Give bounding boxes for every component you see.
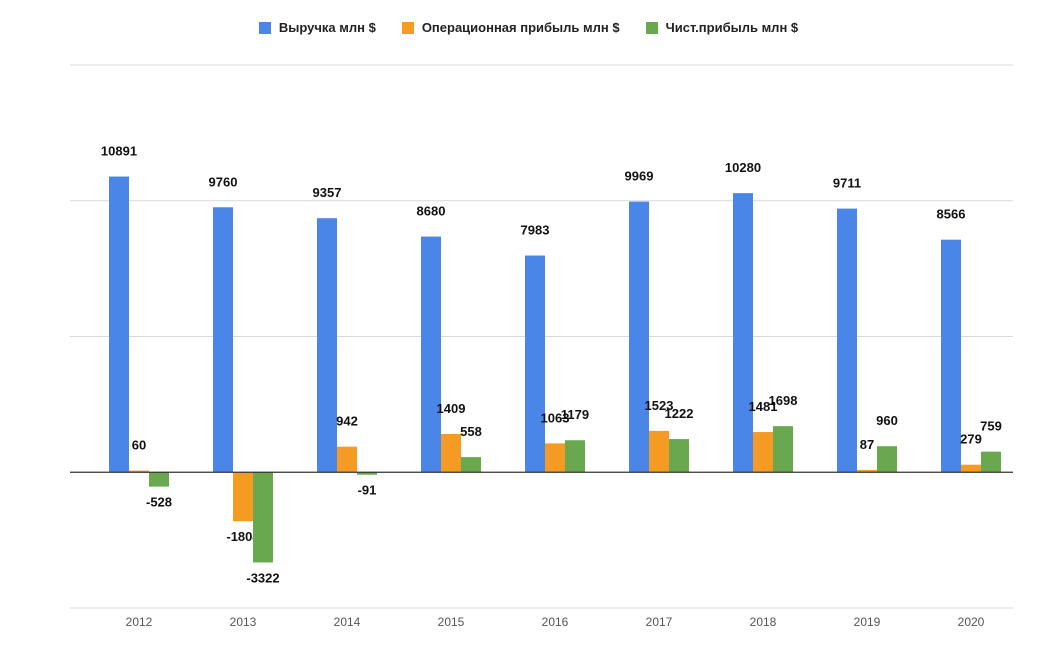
data-label-2017-series-2: 1222 (665, 406, 694, 421)
data-label-2018-series-0: 10280 (725, 160, 761, 175)
bar-2020-series-1 (961, 464, 981, 473)
bar-2016-series-1 (545, 443, 565, 473)
bar-2012-series-1 (129, 470, 149, 473)
data-label-2016-series-1: 1063 (541, 410, 570, 425)
bar-2017-series-0 (629, 201, 649, 473)
bar-2018-series-0 (733, 193, 753, 473)
x-tick-label: 2013 (230, 615, 257, 629)
data-label-2016-series-2: 1179 (561, 407, 589, 422)
data-label-2013-series-1: -1804 (226, 529, 260, 544)
legend-swatch-revenue (258, 21, 271, 34)
data-label-2019-series-0: 9711 (833, 176, 861, 191)
x-tick-label: 2018 (750, 615, 777, 629)
data-label-2012-series-1: 60 (132, 438, 146, 453)
data-label-2020-series-1: 279 (960, 432, 982, 447)
data-label-2019-series-2: 960 (876, 413, 898, 428)
legend-label-operating-profit: Операционная прибыль млн $ (421, 20, 620, 35)
chart-legend: Выручка млн $ Операционная прибыль млн $… (0, 20, 1057, 35)
bar-2020-series-0 (941, 239, 961, 473)
legend-swatch-operating-profit (401, 21, 414, 34)
data-label-2013-series-2: -3322 (246, 570, 279, 585)
bar-2019-series-1 (857, 469, 877, 473)
data-label-2015-series-1: 1409 (437, 401, 466, 416)
x-tick-label: 2016 (542, 615, 569, 629)
bar-2017-series-2 (669, 439, 689, 473)
bar-2019-series-2 (877, 446, 897, 473)
x-tick-label: 2017 (646, 615, 673, 629)
x-tick-label: 2015 (438, 615, 465, 629)
data-label-2015-series-0: 8680 (417, 204, 446, 219)
bar-2013-series-1 (233, 472, 253, 522)
legend-label-net-profit: Чист.прибыль млн $ (665, 20, 799, 35)
bar-2013-series-2 (253, 472, 273, 563)
bar-2016-series-0 (525, 255, 545, 473)
legend-item-revenue: Выручка млн $ (258, 20, 376, 35)
data-label-2020-series-0: 8566 (937, 207, 966, 222)
data-label-2018-series-2: 1698 (769, 393, 798, 408)
data-label-2017-series-0: 9969 (625, 169, 654, 184)
bar-2014-series-2 (357, 472, 377, 475)
data-label-2014-series-1: 942 (336, 414, 358, 429)
bar-2017-series-1 (649, 430, 669, 473)
bar-2014-series-0 (317, 218, 337, 473)
x-tick-label: 2014 (334, 615, 361, 629)
data-label-2015-series-2: 558 (460, 424, 482, 439)
bar-2015-series-2 (461, 457, 481, 473)
data-label-2012-series-2: -528 (146, 495, 172, 510)
bar-2015-series-1 (441, 433, 461, 473)
data-label-2020-series-2: 759 (980, 419, 1002, 434)
x-tick-label: 2012 (126, 615, 153, 629)
legend-label-revenue: Выручка млн $ (278, 20, 376, 35)
data-label-2018-series-1: 1481 (749, 399, 778, 414)
legend-item-net-profit: Чист.прибыль млн $ (645, 20, 799, 35)
legend-item-operating-profit: Операционная прибыль млн $ (401, 20, 620, 35)
data-label-2016-series-0: 7983 (521, 223, 550, 238)
bar-2014-series-1 (337, 446, 357, 473)
bar-2015-series-0 (421, 236, 441, 473)
legend-swatch-net-profit (645, 21, 658, 34)
data-label-2013-series-0: 9760 (209, 174, 238, 189)
bar-2016-series-2 (565, 440, 585, 473)
bar-2012-series-2 (149, 472, 169, 487)
bar-2018-series-2 (773, 426, 793, 473)
bar-2020-series-2 (981, 451, 1001, 473)
bar-2013-series-0 (213, 207, 233, 473)
bar-2018-series-1 (753, 432, 773, 473)
data-label-2019-series-1: 87 (860, 437, 874, 452)
data-label-2014-series-2: -91 (358, 483, 377, 498)
bar-2012-series-0 (109, 176, 129, 473)
x-tick-label: 2020 (958, 615, 985, 629)
bar-2019-series-0 (837, 208, 857, 473)
data-label-2017-series-1: 1523 (645, 398, 674, 413)
x-tick-label: 2019 (854, 615, 881, 629)
data-label-2014-series-0: 9357 (313, 185, 342, 200)
data-label-2012-series-0: 10891 (101, 144, 137, 159)
